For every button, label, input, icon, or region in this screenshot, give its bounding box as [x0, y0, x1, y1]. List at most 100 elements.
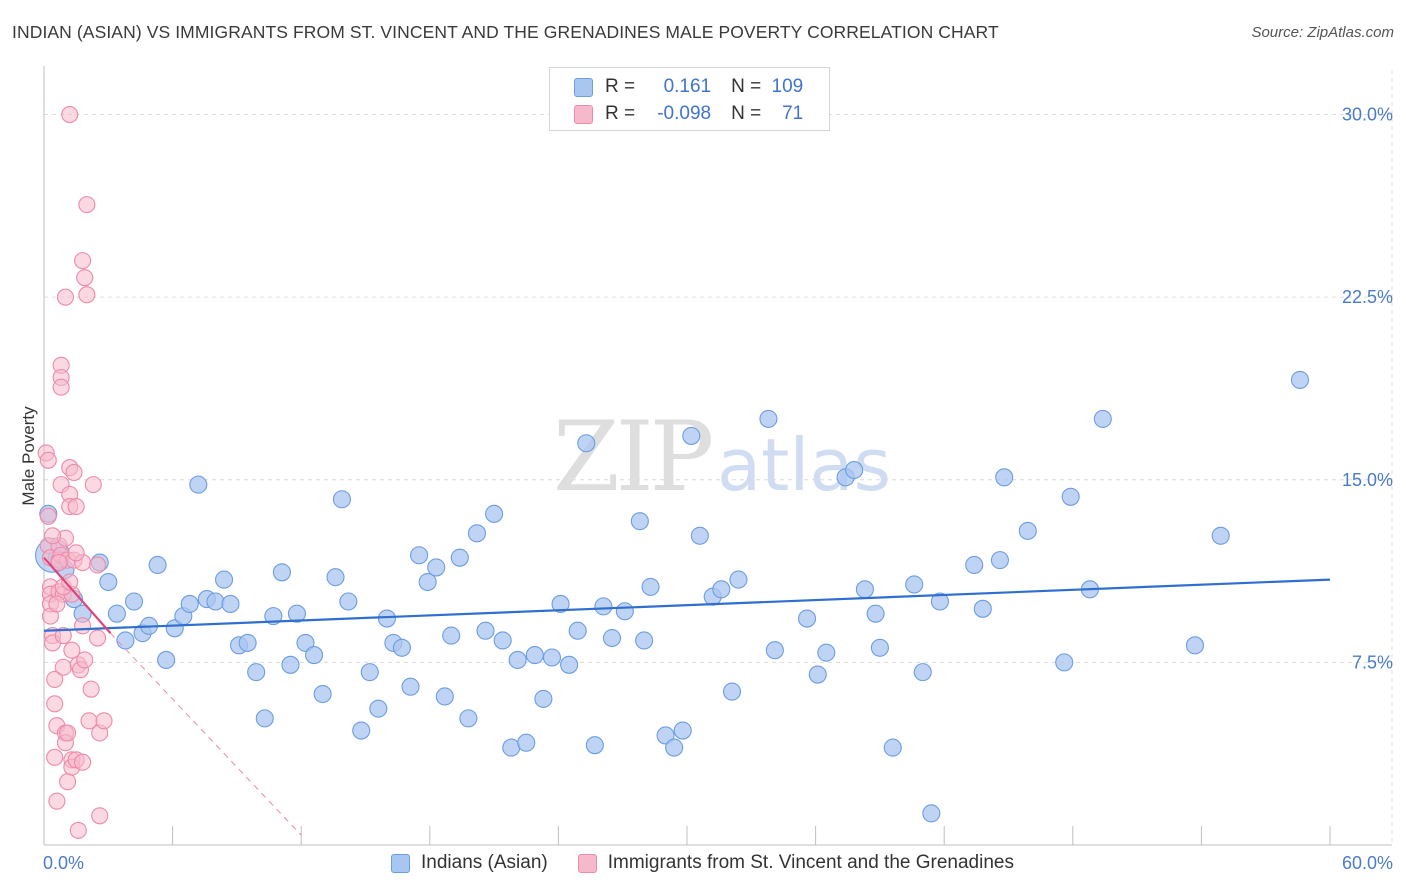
data-point-indians	[712, 580, 731, 599]
legend-n-value: 109	[771, 76, 804, 97]
data-point-indians	[180, 594, 199, 613]
data-point-indians	[427, 558, 446, 577]
data-point-immigrants	[59, 773, 77, 791]
legend-n-label: N =	[731, 103, 762, 124]
watermark-atlas: atlas	[717, 423, 891, 507]
trend-line-immigrants-extension	[110, 632, 302, 836]
data-point-indians	[765, 641, 784, 660]
data-point-indians	[534, 689, 553, 708]
data-point-indians	[722, 682, 742, 701]
legend-r-label: R =	[605, 103, 636, 124]
trend-lines	[43, 556, 1331, 836]
data-point-indians	[615, 602, 634, 621]
legend-swatch-pink	[577, 853, 597, 873]
data-point-immigrants	[78, 196, 96, 214]
data-point-indians	[577, 434, 596, 453]
data-point-indians	[797, 609, 817, 628]
data-point-indians	[665, 738, 684, 757]
data-point-immigrants	[39, 507, 57, 525]
data-point-indians	[855, 580, 874, 599]
chart-title: INDIAN (ASIAN) VS IMMIGRANTS FROM ST. VI…	[12, 22, 999, 42]
data-point-immigrants	[91, 807, 109, 825]
data-point-immigrants	[46, 670, 64, 688]
data-point-immigrants	[67, 497, 85, 516]
data-point-indians	[965, 555, 984, 575]
data-point-indians	[418, 572, 437, 592]
data-point-indians	[352, 721, 371, 740]
data-point-immigrants	[95, 712, 113, 730]
grid-lines	[44, 70, 1393, 845]
data-point-indians	[913, 663, 932, 682]
data-point-indians	[866, 604, 885, 623]
data-point-indians	[568, 621, 587, 640]
data-point-indians	[517, 733, 536, 752]
data-point-indians	[476, 621, 495, 640]
data-point-indians	[1093, 409, 1112, 428]
data-point-indians	[124, 592, 144, 611]
data-point-indians	[682, 426, 701, 445]
data-point-indians	[107, 604, 126, 623]
trend-line-immigrants	[43, 556, 112, 634]
data-point-indians	[635, 631, 654, 650]
y-tick-label: 15.0%	[1342, 470, 1393, 490]
legend-label-immigrants: Immigrants from St. Vincent and the Gren…	[607, 852, 1014, 873]
legend-r-value: -0.098	[657, 103, 712, 124]
legend-swatch-pink	[574, 104, 593, 124]
data-points	[35, 105, 1310, 839]
data-point-indians	[560, 655, 579, 674]
data-point-indians	[973, 599, 992, 618]
correlation-legend: R = 0.161 N = 109 R = -0.098 N = 71	[549, 67, 830, 131]
data-point-immigrants	[84, 476, 102, 494]
legend-n-value: 71	[782, 103, 804, 124]
data-point-immigrants	[89, 629, 107, 647]
data-point-indians	[594, 597, 613, 616]
data-point-indians	[459, 709, 478, 728]
data-point-immigrants	[46, 695, 64, 713]
data-point-indians	[116, 631, 135, 650]
legend-item-indians: Indians (Asian)	[391, 852, 548, 874]
data-point-indians	[508, 650, 527, 669]
data-point-indians	[305, 646, 324, 665]
data-point-immigrants	[59, 724, 77, 742]
data-point-indians	[339, 592, 358, 611]
data-point-indians	[922, 804, 941, 823]
data-point-indians	[99, 572, 118, 592]
data-point-indians	[377, 609, 396, 628]
data-point-indians	[1055, 653, 1074, 672]
data-point-immigrants	[78, 286, 96, 304]
data-point-immigrants	[61, 105, 79, 124]
data-point-indians	[272, 563, 291, 582]
watermark: ZIP atlas	[553, 401, 891, 513]
x-tick-label: 0.0%	[43, 853, 84, 873]
legend-label-indians: Indians (Asian)	[421, 852, 548, 873]
data-point-indians	[870, 638, 889, 657]
data-point-indians	[673, 721, 692, 740]
data-point-immigrants	[74, 617, 92, 635]
data-point-immigrants	[63, 641, 81, 659]
data-point-indians	[995, 468, 1014, 487]
legend-r-value: 0.161	[663, 76, 712, 97]
data-point-immigrants	[50, 553, 68, 572]
data-point-indians	[551, 594, 570, 613]
data-point-indians	[247, 663, 266, 682]
data-point-indians	[214, 570, 234, 589]
data-point-immigrants	[65, 463, 83, 482]
data-point-indians	[1290, 370, 1310, 389]
data-point-immigrants	[54, 627, 72, 645]
data-point-indians	[360, 663, 379, 682]
data-point-indians	[206, 592, 225, 611]
legend-swatch-blue	[391, 853, 410, 873]
data-point-indians	[585, 736, 604, 755]
data-point-indians	[602, 628, 622, 648]
tick-labels: 7.5% 15.0% 22.5% 30.0% 0.0% 60.0%	[43, 105, 1393, 873]
source-credit: Source: ZipAtlas.com	[1251, 24, 1394, 41]
data-point-immigrants	[52, 378, 70, 396]
data-point-immigrants	[76, 651, 94, 669]
data-point-indians	[905, 575, 924, 594]
data-point-indians	[1018, 521, 1037, 540]
data-point-immigrants	[82, 680, 100, 698]
data-point-indians	[255, 709, 274, 728]
series-legend: Indians (Asian) Immigrants from St. Vinc…	[391, 852, 1044, 874]
data-point-indians	[690, 526, 709, 545]
data-point-indians	[401, 677, 420, 696]
